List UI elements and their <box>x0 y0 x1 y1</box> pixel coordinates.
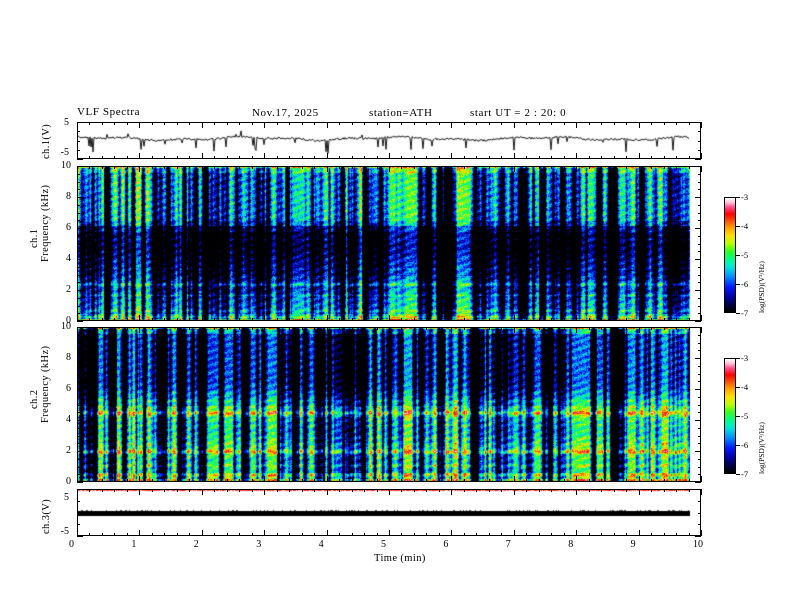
header-start-ut: start UT = 2 : 20: 0 <box>470 107 567 119</box>
x-tick-label: 6 <box>443 539 449 550</box>
header-station: station=ATH <box>369 107 433 119</box>
colorbar-tick <box>736 226 740 227</box>
colorbar-tick-label: -6 <box>741 440 749 450</box>
x-tick-label: 10 <box>693 539 703 550</box>
colorbar-tick <box>736 284 740 285</box>
ch2-spec-freq-label: Frequency (kHz) <box>40 345 51 423</box>
page-title: VLF Spectra <box>77 106 141 118</box>
y-tick-label: 0 <box>66 476 71 487</box>
colorbar-tick-label: -7 <box>741 308 749 318</box>
ch3-waveform-canvas <box>78 490 700 535</box>
ch1-ytick-neg5: -5 <box>60 147 69 158</box>
colorbar-ch2 <box>724 358 736 474</box>
y-tick-label: 6 <box>66 383 71 394</box>
x-tick-label: 1 <box>131 539 137 550</box>
axis-tick <box>701 327 702 333</box>
colorbar-tick <box>736 197 740 198</box>
axis-tick <box>701 166 702 172</box>
axis-tick <box>701 530 702 536</box>
y-tick-label: 0 <box>66 315 71 326</box>
colorbar-tick-label: -5 <box>741 250 749 260</box>
x-tick-label: 9 <box>630 539 636 550</box>
colorbar-tick-label: -4 <box>741 221 749 231</box>
colorbar-tick <box>736 255 740 256</box>
y-tick-label: 10 <box>61 321 71 332</box>
colorbar-ch2-label: log(PSD)(V²/Hz) <box>757 422 766 474</box>
ch3-axis-label: ch.3(V) <box>41 498 52 534</box>
ch3-ytick-neg5: -5 <box>60 526 69 537</box>
x-tick-label: 3 <box>256 539 262 550</box>
axis-tick <box>695 536 701 537</box>
ch1-spec-channel-label: ch.1 <box>29 228 40 248</box>
colorbar-tick <box>736 313 740 314</box>
colorbar-ch1 <box>724 197 736 313</box>
x-tick-label: 7 <box>505 539 511 550</box>
axis-tick <box>701 476 702 482</box>
panel-ch1-spectrogram <box>77 166 701 321</box>
ch1-spec-freq-label: Frequency (kHz) <box>40 184 51 262</box>
axis-tick <box>77 482 83 483</box>
y-tick-label: 4 <box>66 414 71 425</box>
axis-tick <box>695 159 701 160</box>
axis-tick <box>77 321 83 322</box>
axis-tick <box>701 122 702 128</box>
ch3-ytick-pos5: 5 <box>64 492 69 503</box>
y-tick-label: 8 <box>66 191 71 202</box>
x-axis-label: Time (min) <box>374 553 426 564</box>
ch2-spec-channel-label: ch.2 <box>29 389 40 409</box>
y-tick-label: 10 <box>61 160 71 171</box>
x-tick-label: 5 <box>381 539 386 550</box>
panel-ch1-timeseries <box>77 122 701 159</box>
colorbar-tick-label: -4 <box>741 382 749 392</box>
colorbar-tick-label: -3 <box>741 192 749 202</box>
colorbar-tick <box>736 445 740 446</box>
colorbar-tick <box>736 387 740 388</box>
colorbar-tick <box>736 474 740 475</box>
axis-tick <box>701 153 702 159</box>
ch2-spectrogram-canvas <box>78 328 700 481</box>
x-tick-label: 2 <box>193 539 199 550</box>
axis-tick <box>695 482 701 483</box>
x-tick-label: 8 <box>568 539 574 550</box>
colorbar-tick <box>736 358 740 359</box>
ch1-ytick-pos5: 5 <box>64 117 69 128</box>
axis-tick <box>77 159 83 160</box>
colorbar-tick-label: -6 <box>741 279 749 289</box>
colorbar-tick-label: -5 <box>741 411 749 421</box>
axis-tick <box>701 315 702 321</box>
panel-ch3-timeseries <box>77 489 701 536</box>
ch1-axis-label: ch.1(V) <box>41 123 52 159</box>
panel-ch2-spectrogram <box>77 327 701 482</box>
axis-tick <box>695 321 701 322</box>
y-tick-label: 8 <box>66 352 71 363</box>
x-tick-label: 0 <box>69 539 74 550</box>
colorbar-ch1-label: log(PSD)(V²/Hz) <box>757 261 766 313</box>
axis-tick <box>77 536 83 537</box>
y-tick-label: 4 <box>66 253 71 264</box>
y-tick-label: 6 <box>66 222 71 233</box>
x-tick-label: 4 <box>318 539 324 550</box>
y-tick-label: 2 <box>66 284 71 295</box>
colorbar-tick <box>736 416 740 417</box>
header-date: Nov.17, 2025 <box>252 107 319 119</box>
colorbar-tick-label: -3 <box>741 353 749 363</box>
colorbar-tick-label: -7 <box>741 469 749 479</box>
axis-tick <box>701 489 702 495</box>
y-tick-label: 2 <box>66 445 71 456</box>
ch1-waveform-canvas <box>78 123 700 158</box>
ch1-spectrogram-canvas <box>78 167 700 320</box>
